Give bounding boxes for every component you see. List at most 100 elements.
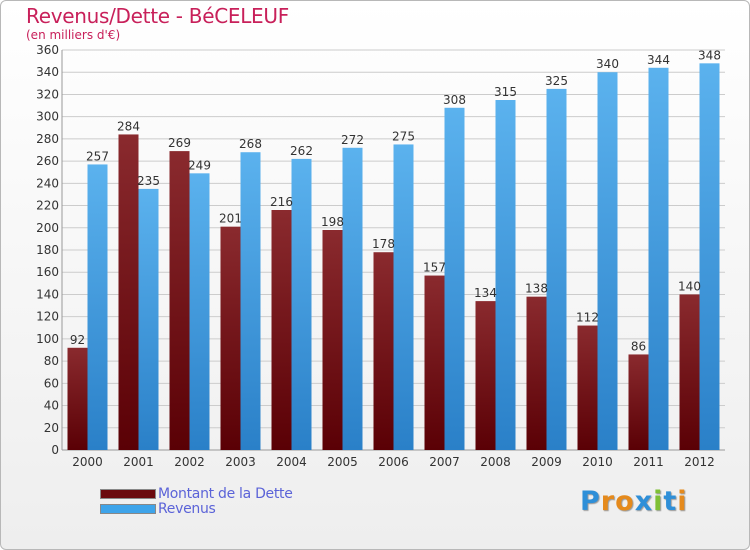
y-tick-label: 120 bbox=[36, 310, 59, 324]
data-label: 308 bbox=[443, 93, 466, 107]
bar-revenue bbox=[597, 72, 618, 450]
bar-debt bbox=[577, 325, 598, 450]
data-label: 178 bbox=[372, 237, 395, 251]
data-label: 344 bbox=[647, 53, 670, 67]
bar-revenue bbox=[444, 107, 465, 451]
bar-debt bbox=[475, 301, 496, 450]
bar-debt bbox=[271, 210, 292, 450]
y-tick-label: 360 bbox=[36, 43, 59, 57]
bars bbox=[67, 63, 720, 451]
logo-letter: t bbox=[663, 486, 678, 517]
bar-revenue bbox=[648, 67, 669, 451]
logo-letter: x bbox=[634, 486, 654, 517]
x-axis-ticks: 2000 2001 2002 2003 2004 2005 2006 2007 2008 2009… bbox=[72, 455, 715, 469]
bar-revenue bbox=[342, 147, 363, 450]
x-tick-label: 2011 bbox=[633, 455, 664, 469]
y-tick-label: 40 bbox=[44, 399, 59, 413]
bar-debt bbox=[118, 134, 139, 450]
bar-debt bbox=[424, 275, 445, 450]
bar-debt bbox=[220, 226, 241, 450]
data-label: 257 bbox=[86, 149, 109, 163]
data-label: 201 bbox=[219, 212, 242, 226]
data-label: 325 bbox=[545, 74, 568, 88]
bar-debt bbox=[526, 296, 547, 450]
y-tick-label: 280 bbox=[36, 132, 59, 146]
y-tick-label: 140 bbox=[36, 287, 59, 301]
data-label: 216 bbox=[270, 195, 293, 209]
bar-revenue bbox=[189, 173, 210, 451]
bar-debt bbox=[373, 252, 394, 450]
x-tick-label: 2000 bbox=[72, 455, 103, 469]
bar-revenue bbox=[291, 158, 312, 450]
x-tick-label: 2008 bbox=[480, 455, 511, 469]
data-label: 112 bbox=[576, 311, 599, 325]
y-tick-label: 60 bbox=[44, 376, 59, 390]
logo-letter: i bbox=[677, 486, 688, 517]
bar-revenue bbox=[138, 188, 159, 450]
data-label: 340 bbox=[596, 57, 619, 71]
x-tick-label: 2005 bbox=[327, 455, 358, 469]
data-label: 157 bbox=[423, 261, 446, 275]
data-label: 284 bbox=[117, 119, 140, 133]
data-label: 348 bbox=[698, 48, 721, 62]
data-label: 269 bbox=[168, 136, 191, 150]
chart-subtitle: (en milliers d'€) bbox=[26, 28, 121, 42]
bar-debt bbox=[679, 294, 700, 450]
bar-debt bbox=[169, 151, 190, 450]
bar-revenue bbox=[699, 63, 720, 450]
y-tick-label: 260 bbox=[36, 154, 59, 168]
logo-letter: i bbox=[653, 486, 664, 517]
data-labels: 92 257 284 235 269 249 201 268 216 262 198 272 178 27… bbox=[70, 48, 721, 353]
bar-debt bbox=[67, 347, 88, 450]
x-tick-label: 2010 bbox=[582, 455, 613, 469]
proxiti-logo: Proxiti bbox=[580, 486, 688, 517]
bar-revenue bbox=[495, 100, 516, 450]
legend-item-revenue: Revenus bbox=[100, 501, 216, 517]
legend-label-debt: Montant de la Dette bbox=[158, 486, 293, 502]
x-tick-label: 2006 bbox=[378, 455, 409, 469]
data-label: 140 bbox=[678, 279, 701, 293]
data-label: 235 bbox=[137, 174, 160, 188]
x-tick-label: 2002 bbox=[174, 455, 205, 469]
y-tick-label: 200 bbox=[36, 221, 59, 235]
data-label: 92 bbox=[70, 333, 85, 347]
data-label: 272 bbox=[341, 133, 364, 147]
x-tick-label: 2009 bbox=[531, 455, 562, 469]
bar-revenue bbox=[546, 88, 567, 450]
bar-revenue bbox=[240, 152, 261, 450]
data-label: 262 bbox=[290, 144, 313, 158]
logo-letter: P bbox=[580, 486, 601, 517]
y-tick-label: 20 bbox=[44, 421, 59, 435]
legend-swatch-revenue bbox=[100, 504, 156, 514]
x-tick-label: 2007 bbox=[429, 455, 460, 469]
y-tick-label: 300 bbox=[36, 110, 59, 124]
x-tick-label: 2004 bbox=[276, 455, 307, 469]
x-tick-label: 2001 bbox=[123, 455, 154, 469]
data-label: 86 bbox=[631, 339, 646, 353]
chart-title: Revenus/Dette - BéCELEUF bbox=[26, 4, 289, 28]
bar-debt bbox=[322, 230, 343, 450]
y-tick-label: 340 bbox=[36, 65, 59, 79]
data-label: 249 bbox=[188, 158, 211, 172]
y-tick-label: 100 bbox=[36, 332, 59, 346]
bar-revenue bbox=[87, 164, 108, 450]
y-tick-label: 240 bbox=[36, 176, 59, 190]
data-label: 275 bbox=[392, 129, 415, 143]
data-label: 268 bbox=[239, 137, 262, 151]
y-tick-label: 80 bbox=[44, 354, 59, 368]
x-tick-label: 2003 bbox=[225, 455, 256, 469]
y-tick-label: 320 bbox=[36, 87, 59, 101]
logo-letter: o bbox=[615, 486, 635, 517]
data-label: 138 bbox=[525, 282, 548, 296]
data-label: 315 bbox=[494, 85, 517, 99]
y-axis-ticks: 0 20 40 60 80 100 120 140 160 180 200 220 240 260 280 3… bbox=[36, 43, 59, 457]
logo-letter: r bbox=[600, 486, 616, 517]
y-tick-label: 0 bbox=[51, 443, 59, 457]
data-label: 134 bbox=[474, 286, 497, 300]
bar-debt bbox=[628, 354, 649, 450]
legend-item-debt: Montant de la Dette bbox=[100, 486, 293, 502]
x-tick-label: 2012 bbox=[684, 455, 715, 469]
y-tick-label: 180 bbox=[36, 243, 59, 257]
y-tick-label: 220 bbox=[36, 199, 59, 213]
